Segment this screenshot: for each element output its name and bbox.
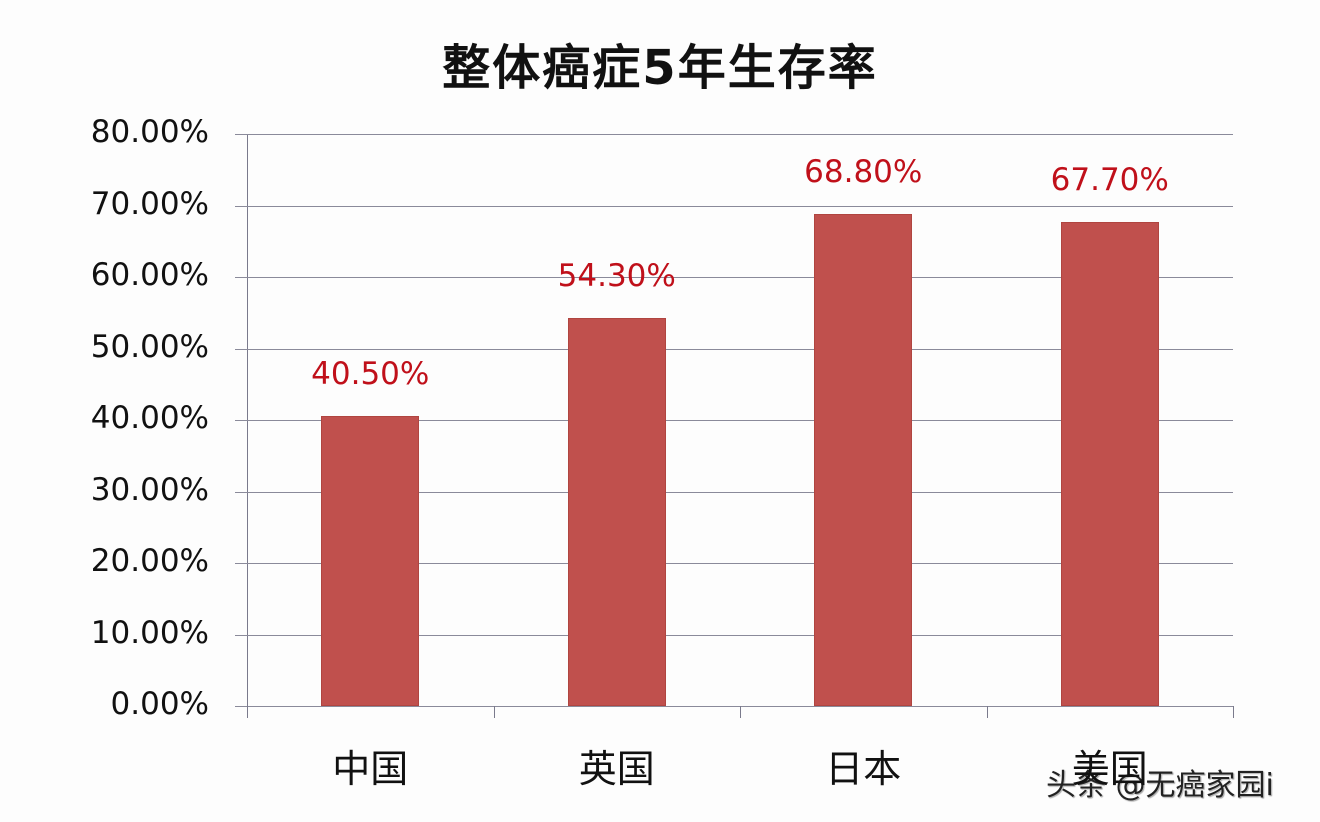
y-tick-label: 10.00%: [90, 614, 209, 651]
y-tick-label: 50.00%: [90, 328, 209, 365]
gridline: [235, 134, 1233, 135]
y-tick-label: 0.00%: [110, 686, 209, 722]
gridline: [235, 491, 1233, 493]
plot-area: [235, 134, 1234, 718]
bar: [1060, 221, 1159, 706]
x-category-label: 英国: [578, 747, 655, 791]
x-category-label: 中国: [332, 747, 409, 791]
y-tick-label: 70.00%: [90, 185, 209, 222]
x-tick: [247, 706, 248, 718]
gridline: [235, 420, 1233, 421]
y-tick-label: 30.00%: [90, 471, 209, 508]
y-axis-line: [247, 134, 248, 717]
y-tick-label: 20.00%: [90, 543, 209, 579]
chart-title: 整体癌症5年生存率: [442, 40, 878, 96]
x-category-label: 日本: [825, 747, 902, 791]
x-tick: [986, 706, 988, 718]
x-tick: [493, 706, 495, 718]
data-label: 68.80%: [804, 154, 923, 191]
x-tick: [1233, 706, 1234, 718]
watermark: 头条 @无癌家园i: [1046, 768, 1274, 803]
y-tick-label: 40.00%: [90, 400, 209, 436]
x-category-label: 美国: [1071, 747, 1148, 791]
gridline: [235, 277, 1233, 278]
bar: [321, 416, 420, 706]
data-label: 54.30%: [557, 257, 676, 294]
data-label: 40.50%: [311, 356, 430, 393]
y-tick-label: 60.00%: [90, 257, 209, 293]
gridline: [235, 348, 1233, 350]
bar: [814, 214, 913, 706]
gridline: [235, 205, 1233, 207]
y-tick-label: 80.00%: [90, 114, 209, 150]
x-tick: [740, 706, 741, 718]
gridline: [235, 634, 1233, 636]
gridline: [235, 706, 1233, 707]
gridline: [235, 563, 1233, 564]
data-label: 67.70%: [1050, 161, 1169, 198]
bar: [567, 317, 666, 706]
